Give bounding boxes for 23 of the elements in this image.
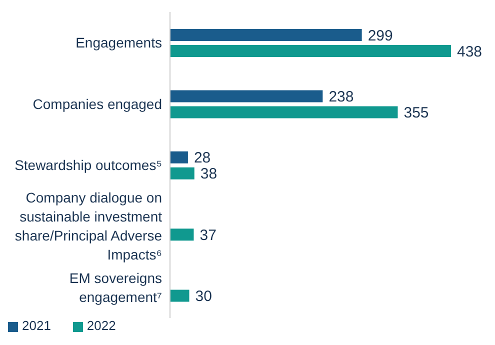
bar (170, 106, 398, 118)
bar (170, 228, 194, 241)
data-label: 355 (404, 104, 429, 122)
y-tick-label: Stewardship outcomes⁵ (14, 157, 162, 173)
data-label: 38 (200, 166, 218, 183)
bar (170, 290, 190, 302)
y-tick-label: Company dialogue on sustainable investment share/Principal Adverse Impacts⁶ (14, 190, 162, 263)
bar (170, 45, 451, 57)
bar (170, 151, 188, 164)
data-label: 238 (328, 88, 354, 106)
data-label: 299 (368, 27, 393, 44)
y-tick-label: EM sovereigns engagement⁷ (69, 270, 162, 305)
data-label: 28 (194, 150, 211, 167)
legend-label: 2021 (22, 318, 51, 333)
legend-label: 2022 (86, 318, 116, 333)
bar (170, 29, 362, 41)
bar (170, 167, 194, 180)
data-label: 37 (200, 226, 216, 244)
data-label: 30 (195, 288, 212, 306)
y-tick-label: Engagements (76, 34, 162, 51)
data-label: 438 (457, 43, 482, 60)
bar (170, 90, 323, 102)
y-tick-label: Companies engaged (32, 96, 162, 112)
